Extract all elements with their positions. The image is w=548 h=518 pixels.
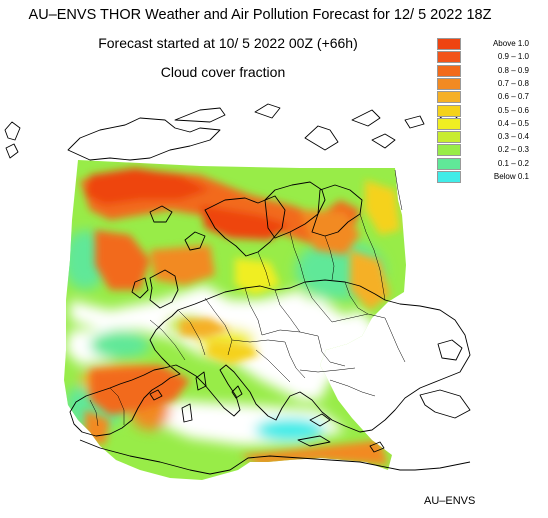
legend-label: Below 0.1: [493, 172, 529, 181]
legend-swatch: [437, 51, 461, 64]
legend-label: 0.7 – 0.8: [497, 78, 529, 88]
legend-label: Above 1.0: [492, 39, 529, 48]
legend-entry: 0.6 – 0.7: [437, 91, 545, 104]
main-title: AU–ENVS THOR Weather and Air Pollution F…: [28, 7, 492, 23]
legend-label: 0.5 – 0.6: [497, 105, 529, 115]
legend-entry: Above 1.0: [437, 38, 545, 50]
legend-swatch: [437, 91, 461, 104]
legend-swatch: [437, 104, 461, 117]
legend-entry: 0.1 – 0.2: [437, 157, 545, 170]
legend-entry: 0.9 – 1.0: [437, 51, 545, 64]
legend-swatch: [437, 77, 461, 90]
legend-swatch: [437, 38, 461, 50]
legend-label: 0.9 – 1.0: [497, 52, 529, 62]
legend-label: 0.3 – 0.4: [497, 132, 529, 142]
forecast-start-subtitle: Forecast started at 10/ 5 2022 00Z (+66h…: [98, 35, 358, 51]
legend-swatch: [437, 171, 461, 183]
legend-swatch: [437, 157, 461, 170]
legend-swatch: [437, 117, 461, 130]
legend-label: 0.4 – 0.5: [497, 118, 529, 128]
legend-entry: 0.5 – 0.6: [437, 104, 545, 117]
legend-entry: 0.3 – 0.4: [437, 131, 545, 144]
legend-swatch: [437, 144, 461, 157]
legend-label: 0.2 – 0.3: [497, 145, 529, 155]
credit-label: AU–ENVS: [424, 495, 476, 507]
legend-entry: 0.4 – 0.5: [437, 117, 545, 130]
cloud-field: [64, 160, 406, 480]
legend-entry: Below 0.1: [437, 171, 545, 183]
legend-label: 0.6 – 0.7: [497, 92, 529, 102]
legend-entry: 0.8 – 0.9: [437, 64, 545, 77]
legend-swatch: [437, 64, 461, 77]
variable-title: Cloud cover fraction: [160, 64, 286, 80]
legend-label: 0.1 – 0.2: [497, 158, 529, 168]
legend-entry: 0.2 – 0.3: [437, 144, 545, 157]
country-borders: [89, 169, 406, 427]
legend-entry: 0.7 – 0.8: [437, 77, 545, 90]
legend-swatch: [437, 131, 461, 144]
coastlines: [4, 103, 471, 475]
legend-label: 0.8 – 0.9: [497, 65, 529, 75]
